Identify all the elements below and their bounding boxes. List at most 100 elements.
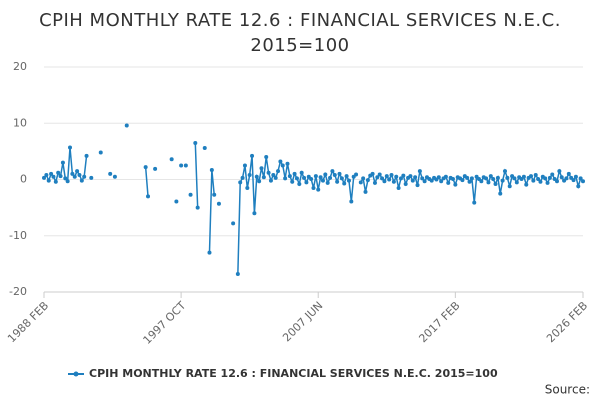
point <box>75 169 80 174</box>
legend-label: CPIH MONTHLY RATE 12.6 : FINANCIAL SERVI… <box>89 367 498 380</box>
x-tick-label: 1997 OCT <box>141 299 189 347</box>
point <box>335 179 340 184</box>
point <box>266 170 271 175</box>
source: Source: <box>545 383 590 397</box>
point <box>174 199 179 204</box>
y-tick-label: 0 <box>20 173 27 186</box>
point <box>524 182 529 187</box>
point <box>108 171 113 176</box>
point <box>146 194 151 199</box>
point <box>488 174 493 179</box>
point <box>346 178 351 183</box>
point <box>188 192 193 197</box>
point <box>493 182 498 186</box>
point <box>443 174 448 179</box>
point <box>46 178 51 183</box>
point <box>242 163 247 168</box>
point <box>339 176 344 181</box>
point <box>573 174 578 179</box>
point <box>238 180 243 185</box>
point <box>436 175 441 180</box>
point <box>358 180 363 185</box>
point <box>264 155 269 159</box>
point <box>153 166 158 171</box>
point <box>98 150 103 155</box>
point <box>543 176 548 181</box>
point <box>344 174 349 179</box>
point <box>337 171 342 176</box>
point <box>268 178 273 183</box>
point <box>53 179 58 184</box>
point <box>380 176 385 181</box>
point <box>375 175 380 180</box>
series-line <box>43 142 584 275</box>
point <box>44 173 49 177</box>
point <box>571 178 576 183</box>
point <box>514 180 519 185</box>
point <box>398 176 403 181</box>
point <box>389 173 394 177</box>
point <box>302 175 307 180</box>
point <box>372 180 377 185</box>
point <box>278 159 283 164</box>
point <box>209 167 214 172</box>
point <box>361 176 366 181</box>
point <box>49 171 54 176</box>
point <box>325 180 330 185</box>
point <box>396 185 401 190</box>
point <box>384 174 389 179</box>
point <box>547 175 552 180</box>
point <box>271 173 276 177</box>
point <box>285 161 290 166</box>
point <box>429 178 434 183</box>
point <box>328 175 333 180</box>
point <box>240 175 245 180</box>
point <box>502 169 507 174</box>
point <box>413 175 418 180</box>
point <box>252 211 257 216</box>
point <box>316 187 321 192</box>
point <box>363 189 368 194</box>
point <box>439 179 444 184</box>
point <box>124 123 129 128</box>
point <box>498 191 503 196</box>
point <box>247 173 252 177</box>
point <box>349 199 354 204</box>
point <box>491 176 496 181</box>
point <box>309 176 314 181</box>
point <box>169 157 174 162</box>
y-tick-label: -20 <box>9 285 27 298</box>
x-tick-label: 2017 FEB <box>416 299 462 345</box>
point <box>77 173 82 177</box>
point <box>450 176 455 181</box>
x-tick-label: 2026 FEB <box>544 299 590 345</box>
point <box>391 179 396 184</box>
point <box>320 178 325 183</box>
point <box>51 174 56 179</box>
point <box>283 176 288 181</box>
point <box>65 179 70 184</box>
point <box>79 178 84 183</box>
point <box>377 172 382 177</box>
point <box>578 176 583 181</box>
point <box>292 171 297 176</box>
point <box>576 184 581 189</box>
point <box>112 174 117 179</box>
point <box>453 182 458 187</box>
point <box>143 165 148 170</box>
point <box>63 176 68 181</box>
point <box>533 173 538 177</box>
point <box>294 176 299 181</box>
point <box>313 174 318 179</box>
point <box>446 180 451 185</box>
point <box>84 153 89 158</box>
point <box>370 171 375 176</box>
y-tick-label: 10 <box>13 116 27 129</box>
point <box>212 192 217 197</box>
point <box>311 185 316 190</box>
point <box>290 179 295 184</box>
point <box>68 145 73 150</box>
point <box>536 176 541 181</box>
